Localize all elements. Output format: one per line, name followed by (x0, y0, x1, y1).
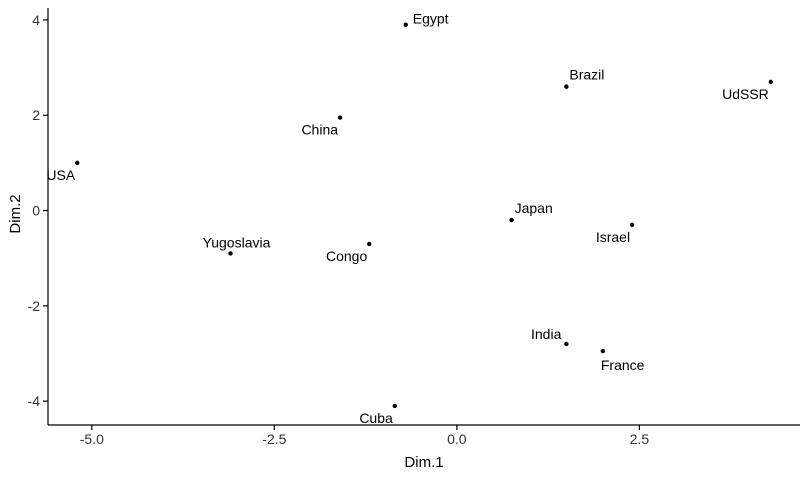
data-point (403, 22, 408, 27)
y-tick-label: -4 (28, 393, 41, 409)
data-point (392, 403, 397, 409)
data-point (564, 84, 569, 89)
data-point (600, 348, 606, 354)
data-point (509, 217, 514, 223)
point-labels: Egypt Brazil UdSSR China USA Japan Israel Yugos… (46, 11, 768, 426)
x-tick-label: 0.0 (447, 431, 467, 447)
point-label: Cuba (359, 410, 393, 426)
y-tick-label: 0 (32, 203, 40, 219)
y-tick-label: -2 (28, 298, 41, 314)
data-point (564, 341, 569, 347)
point-label: Yugoslavia (203, 234, 271, 250)
data-point (228, 251, 233, 256)
point-label: China (301, 122, 338, 138)
data-point (337, 115, 343, 120)
data-point (629, 222, 635, 228)
data-point (768, 79, 773, 85)
point-label: France (601, 357, 645, 373)
x-tick-label: -5.0 (80, 431, 104, 447)
y-axis-title: Dim.2 (7, 194, 24, 233)
data-point (75, 160, 80, 166)
point-label: USA (46, 167, 75, 183)
x-tick-label: 2.5 (630, 431, 650, 447)
data-points (75, 22, 773, 409)
x-axis-title: Dim.1 (404, 454, 443, 471)
point-label: Japan (515, 200, 553, 216)
point-label: UdSSR (722, 86, 769, 102)
point-label: India (531, 326, 562, 342)
point-label: Egypt (413, 11, 449, 27)
data-point (367, 241, 372, 247)
point-label: Congo (326, 248, 367, 264)
axes: -5.0 -2.5 0.0 2.5 -4 -2 0 2 4 (28, 8, 800, 447)
x-tick-label: -2.5 (262, 431, 286, 447)
y-tick-label: 2 (32, 107, 40, 123)
y-tick-label: 4 (32, 12, 40, 28)
point-label: Brazil (569, 67, 604, 83)
point-label: Israel (596, 229, 630, 245)
